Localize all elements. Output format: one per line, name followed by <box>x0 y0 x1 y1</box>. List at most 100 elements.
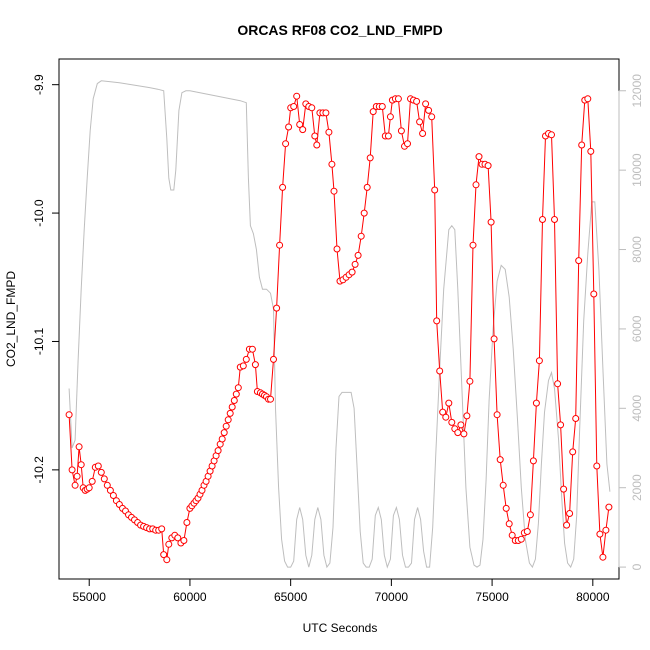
data-point <box>596 530 604 538</box>
data-point <box>348 268 356 276</box>
data-point <box>457 421 465 429</box>
data-point <box>88 477 96 485</box>
y2-tick-label: 0 <box>630 563 644 570</box>
data-point <box>248 345 256 353</box>
data-point <box>360 209 368 217</box>
data-point <box>584 95 592 103</box>
data-point <box>296 121 304 128</box>
data-point <box>230 397 238 404</box>
data-point <box>330 187 338 195</box>
data-point <box>605 503 613 511</box>
data-point <box>158 525 166 533</box>
data-point <box>454 429 462 437</box>
data-point <box>75 443 83 451</box>
data-point <box>439 408 447 416</box>
y-tick-label: -9.9 <box>32 74 46 95</box>
y2-tick-label: 6000 <box>630 315 644 342</box>
data-point <box>160 551 168 559</box>
data-point <box>587 147 595 155</box>
data-point <box>384 132 392 140</box>
x-tick-label: 55000 <box>73 590 107 604</box>
data-point <box>386 113 394 121</box>
data-point <box>502 504 510 512</box>
data-point <box>472 181 480 189</box>
data-point <box>308 104 316 112</box>
data-point <box>428 113 436 121</box>
y-tick-label: -10.2 <box>32 456 46 484</box>
data-point <box>493 411 501 419</box>
data-point <box>445 399 453 407</box>
data-point <box>413 97 421 105</box>
data-point <box>369 108 377 116</box>
data-point <box>363 183 371 191</box>
x-tick-label: 75000 <box>475 590 509 604</box>
data-point <box>487 218 495 226</box>
data-point <box>222 422 230 430</box>
data-point <box>282 140 290 148</box>
data-point <box>180 537 188 544</box>
data-point <box>397 127 405 135</box>
data-point <box>333 245 341 253</box>
data-point <box>526 511 534 519</box>
data-point <box>234 384 242 392</box>
data-point <box>106 486 114 494</box>
data-point <box>566 510 574 517</box>
data-point <box>442 413 450 421</box>
data-point <box>68 466 76 474</box>
data-point <box>251 361 259 369</box>
data-point <box>313 141 321 149</box>
data-point <box>463 412 471 420</box>
y-tick-label: -10.1 <box>32 327 46 355</box>
data-point <box>569 448 577 456</box>
data-point <box>448 418 456 426</box>
data-point <box>404 140 411 148</box>
data-point <box>270 355 277 363</box>
data-point <box>602 526 610 534</box>
data-point <box>560 485 568 493</box>
x-tick-label: 70000 <box>375 590 409 604</box>
data-point <box>532 399 540 407</box>
data-point <box>539 216 546 223</box>
data-point <box>378 103 386 110</box>
data-point <box>351 260 359 268</box>
data-point <box>97 468 105 476</box>
data-point <box>508 531 516 539</box>
y-axis: -10.2 -10.1 -10.0 -9.9 <box>32 74 59 484</box>
data-point <box>484 162 492 170</box>
data-point <box>328 160 336 168</box>
y2-tick-label: 8000 <box>630 236 644 263</box>
data-point <box>239 362 247 370</box>
data-point <box>293 92 301 100</box>
data-point <box>85 484 93 492</box>
x-tick-label: 60000 <box>173 590 207 604</box>
data-point <box>523 528 531 535</box>
data-point <box>311 132 319 140</box>
data-point <box>103 481 111 489</box>
data-point <box>299 126 307 134</box>
data-point <box>73 472 81 480</box>
data-point <box>357 232 365 240</box>
data-point <box>599 553 607 561</box>
data-point <box>475 153 483 161</box>
data-point <box>590 290 598 298</box>
x-axis: 55000 60000 65000 70000 75000 80000 <box>73 578 610 604</box>
data-point <box>496 456 504 464</box>
data-point <box>505 520 513 528</box>
secondary-y-axis: 0 2000 4000 6000 8000 10000 12000 <box>618 74 644 570</box>
data-point <box>517 535 525 543</box>
data-point <box>174 534 182 542</box>
data-point <box>232 390 240 398</box>
data-point <box>563 521 571 529</box>
data-point <box>490 335 498 343</box>
data-point <box>183 519 191 526</box>
data-point <box>422 100 430 108</box>
y2-tick-label: 10000 <box>630 153 644 187</box>
data-point <box>71 481 79 489</box>
data-point <box>535 357 543 365</box>
data-point <box>77 461 85 469</box>
data-point <box>460 430 468 438</box>
data-point <box>165 540 173 548</box>
data-point <box>593 462 601 470</box>
